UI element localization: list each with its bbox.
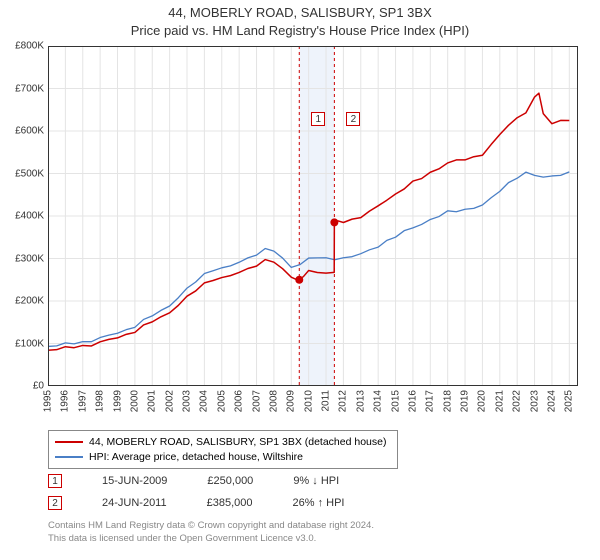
xtick-label: 2011 — [321, 390, 332, 412]
xtick-label: 2025 — [564, 390, 575, 412]
credits: Contains HM Land Registry data © Crown c… — [48, 520, 374, 546]
sale-marker-box: 2 — [346, 112, 360, 126]
xtick-label: 1997 — [77, 390, 88, 412]
title-subtitle: Price paid vs. HM Land Registry's House … — [0, 22, 600, 40]
xtick-label: 2017 — [425, 390, 436, 412]
transaction-date: 24-JUN-2011 — [102, 497, 167, 509]
xtick-label: 2016 — [407, 390, 418, 412]
credits-line2: This data is licensed under the Open Gov… — [48, 533, 374, 546]
xtick-label: 2004 — [199, 390, 210, 412]
xtick-label: 2019 — [460, 390, 471, 412]
title-address: 44, MOBERLY ROAD, SALISBURY, SP1 3BX — [0, 4, 600, 22]
transaction-date: 15-JUN-2009 — [102, 475, 167, 487]
xtick-label: 2023 — [529, 390, 540, 412]
transaction-price: £250,000 — [207, 475, 253, 487]
legend-label: HPI: Average price, detached house, Wilt… — [89, 450, 303, 465]
legend-label: 44, MOBERLY ROAD, SALISBURY, SP1 3BX (de… — [89, 435, 386, 450]
xtick-label: 1996 — [60, 390, 71, 412]
transaction-marker-num: 2 — [52, 498, 58, 509]
xtick-label: 1999 — [112, 390, 123, 412]
xtick-label: 2006 — [234, 390, 245, 412]
xtick-label: 2003 — [182, 390, 193, 412]
sale-marker-box: 1 — [311, 112, 325, 126]
xtick-label: 2015 — [390, 390, 401, 412]
legend-box: 44, MOBERLY ROAD, SALISBURY, SP1 3BX (de… — [48, 430, 398, 469]
ytick-label: £700K — [15, 83, 44, 94]
transaction-marker-num: 1 — [52, 476, 58, 487]
xtick-label: 2005 — [216, 390, 227, 412]
xtick-label: 2012 — [338, 390, 349, 412]
xtick-label: 2021 — [494, 390, 505, 412]
transaction-delta: 26% ↑ HPI — [293, 497, 345, 509]
xtick-label: 2014 — [373, 390, 384, 412]
ytick-label: £200K — [15, 296, 44, 307]
xtick-label: 2001 — [147, 390, 158, 412]
title-block: 44, MOBERLY ROAD, SALISBURY, SP1 3BX Pri… — [0, 0, 600, 39]
xtick-label: 2024 — [546, 390, 557, 412]
xtick-label: 2022 — [512, 390, 523, 412]
ytick-label: £500K — [15, 168, 44, 179]
transaction-row: 1 15-JUN-2009 £250,000 9% ↓ HPI — [48, 470, 344, 492]
xtick-label: 1998 — [95, 390, 106, 412]
chart-area: £0£100K£200K£300K£400K£500K£600K£700K£80… — [48, 46, 578, 386]
ytick-label: £800K — [15, 41, 44, 52]
xtick-label: 2013 — [355, 390, 366, 412]
ytick-label: £100K — [15, 338, 44, 349]
xtick-label: 2010 — [303, 390, 314, 412]
transaction-price: £385,000 — [207, 497, 253, 509]
credits-line1: Contains HM Land Registry data © Crown c… — [48, 520, 374, 533]
legend-row-hpi: HPI: Average price, detached house, Wilt… — [55, 450, 391, 465]
xtick-label: 2008 — [268, 390, 279, 412]
transaction-delta: 9% ↓ HPI — [293, 475, 339, 487]
ytick-label: £300K — [15, 253, 44, 264]
xtick-label: 2020 — [477, 390, 488, 412]
xtick-label: 1995 — [43, 390, 54, 412]
xtick-label: 2007 — [251, 390, 262, 412]
chart-svg — [48, 46, 578, 386]
page-root: 44, MOBERLY ROAD, SALISBURY, SP1 3BX Pri… — [0, 0, 600, 560]
xtick-label: 2002 — [164, 390, 175, 412]
xtick-label: 2018 — [442, 390, 453, 412]
ytick-label: £600K — [15, 126, 44, 137]
xtick-label: 2000 — [129, 390, 140, 412]
transaction-marker: 1 — [48, 474, 62, 488]
ytick-label: £400K — [15, 211, 44, 222]
xtick-label: 2009 — [286, 390, 297, 412]
legend-swatch — [55, 441, 83, 443]
transactions-table: 1 15-JUN-2009 £250,000 9% ↓ HPI 2 24-JUN… — [48, 470, 344, 514]
transaction-row: 2 24-JUN-2011 £385,000 26% ↑ HPI — [48, 492, 344, 514]
legend-row-property: 44, MOBERLY ROAD, SALISBURY, SP1 3BX (de… — [55, 435, 391, 450]
transaction-marker: 2 — [48, 496, 62, 510]
legend-swatch — [55, 456, 83, 458]
